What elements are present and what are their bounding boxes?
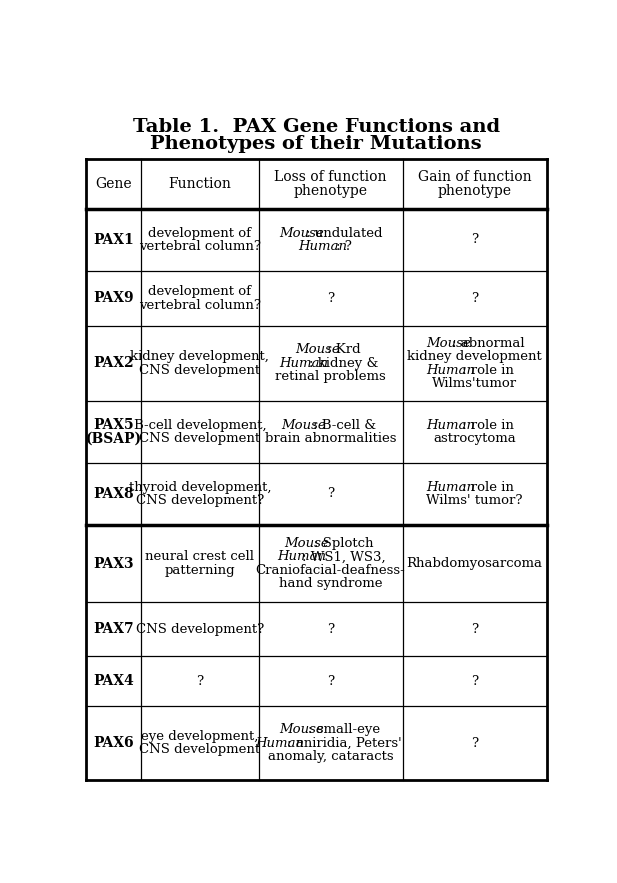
Text: Wilms'tumor: Wilms'tumor — [432, 377, 517, 390]
Text: : Splotch: : Splotch — [315, 537, 374, 550]
Text: ?: ? — [471, 623, 478, 636]
Text: Human: Human — [426, 419, 475, 432]
Text: ?: ? — [327, 675, 334, 688]
Text: PAX3: PAX3 — [93, 556, 134, 570]
Text: PAX4: PAX4 — [93, 674, 134, 688]
Text: PAX6: PAX6 — [93, 736, 134, 751]
Text: PAX8: PAX8 — [93, 487, 134, 501]
Text: Gain of function: Gain of function — [418, 170, 531, 184]
Text: Human: Human — [255, 736, 305, 750]
Text: Rhabdomyosarcoma: Rhabdomyosarcoma — [407, 557, 543, 570]
Text: ?: ? — [327, 623, 334, 636]
Text: CNS development: CNS development — [139, 364, 260, 376]
Text: (BSAP): (BSAP) — [85, 432, 141, 446]
Text: Function: Function — [168, 177, 231, 191]
Text: Gene: Gene — [95, 177, 131, 191]
Text: anomaly, cataracts: anomaly, cataracts — [268, 750, 394, 763]
Text: ?: ? — [471, 736, 478, 750]
Text: Mouse: Mouse — [426, 336, 470, 350]
Text: PAX9: PAX9 — [93, 291, 134, 306]
Text: hand syndrome: hand syndrome — [279, 577, 383, 590]
Text: Wilms' tumor?: Wilms' tumor? — [426, 494, 523, 507]
Text: Mouse: Mouse — [279, 227, 324, 239]
Text: Human: Human — [426, 480, 475, 494]
Text: : role in: : role in — [462, 480, 514, 494]
Text: vertebral column?: vertebral column? — [139, 298, 261, 312]
Text: ?: ? — [471, 675, 478, 688]
Text: thyroid development,: thyroid development, — [128, 480, 271, 494]
Text: : aniridia, Peters': : aniridia, Peters' — [287, 736, 402, 750]
Text: neural crest cell: neural crest cell — [146, 550, 254, 563]
Text: CNS development: CNS development — [139, 743, 260, 757]
Text: : role in: : role in — [462, 364, 514, 376]
Text: Human: Human — [280, 357, 328, 370]
Text: Human: Human — [277, 550, 326, 563]
Text: development of: development of — [148, 285, 251, 298]
Text: ?: ? — [327, 487, 334, 501]
Text: CNS development: CNS development — [139, 432, 260, 445]
Text: PAX5: PAX5 — [93, 418, 134, 432]
Text: Human: Human — [298, 240, 347, 253]
Text: phenotype: phenotype — [437, 184, 511, 198]
Text: astrocytoma: astrocytoma — [433, 432, 516, 445]
Text: development of: development of — [148, 227, 251, 239]
Text: Table 1.  PAX Gene Functions and: Table 1. PAX Gene Functions and — [133, 118, 500, 136]
Text: CNS development?: CNS development? — [136, 494, 264, 507]
Text: : kidney &: : kidney & — [310, 357, 379, 370]
Text: ?: ? — [196, 675, 204, 688]
Text: Phenotypes of their Mutations: Phenotypes of their Mutations — [151, 135, 482, 153]
Text: Mouse: Mouse — [284, 537, 329, 550]
Text: vertebral column?: vertebral column? — [139, 240, 261, 253]
Text: B-cell development,: B-cell development, — [133, 419, 266, 432]
Text: kidney development: kidney development — [407, 351, 542, 363]
Text: Mouse: Mouse — [295, 343, 340, 357]
Text: ?: ? — [327, 292, 334, 305]
Text: : ?: : ? — [336, 240, 352, 253]
Text: Loss of function: Loss of function — [275, 170, 387, 184]
Text: Mouse: Mouse — [281, 419, 326, 432]
Text: : role in: : role in — [462, 419, 514, 432]
Text: PAX2: PAX2 — [93, 357, 134, 370]
Text: PAX1: PAX1 — [93, 233, 134, 246]
Text: kidney development,: kidney development, — [130, 351, 269, 363]
Text: ?: ? — [471, 292, 478, 305]
Text: CNS development?: CNS development? — [136, 623, 264, 636]
Text: Craniofacial-deafness-: Craniofacial-deafness- — [255, 564, 405, 577]
Text: : Krd: : Krd — [328, 343, 361, 357]
Text: PAX7: PAX7 — [93, 623, 134, 637]
Text: brain abnormalities: brain abnormalities — [265, 432, 396, 445]
Text: eye development,: eye development, — [141, 730, 259, 743]
Text: : WS1, WS3,: : WS1, WS3, — [302, 550, 386, 563]
Text: phenotype: phenotype — [294, 184, 368, 198]
Text: ?: ? — [471, 233, 478, 246]
Text: : small-eye: : small-eye — [308, 723, 380, 736]
Text: : undulated: : undulated — [306, 227, 383, 239]
Text: : abnormal: : abnormal — [452, 336, 524, 350]
Text: Human: Human — [426, 364, 475, 376]
Text: Mouse: Mouse — [279, 723, 324, 736]
Text: patterning: patterning — [165, 564, 235, 577]
Text: : B-cell &: : B-cell & — [313, 419, 376, 432]
Text: retinal problems: retinal problems — [275, 370, 386, 383]
